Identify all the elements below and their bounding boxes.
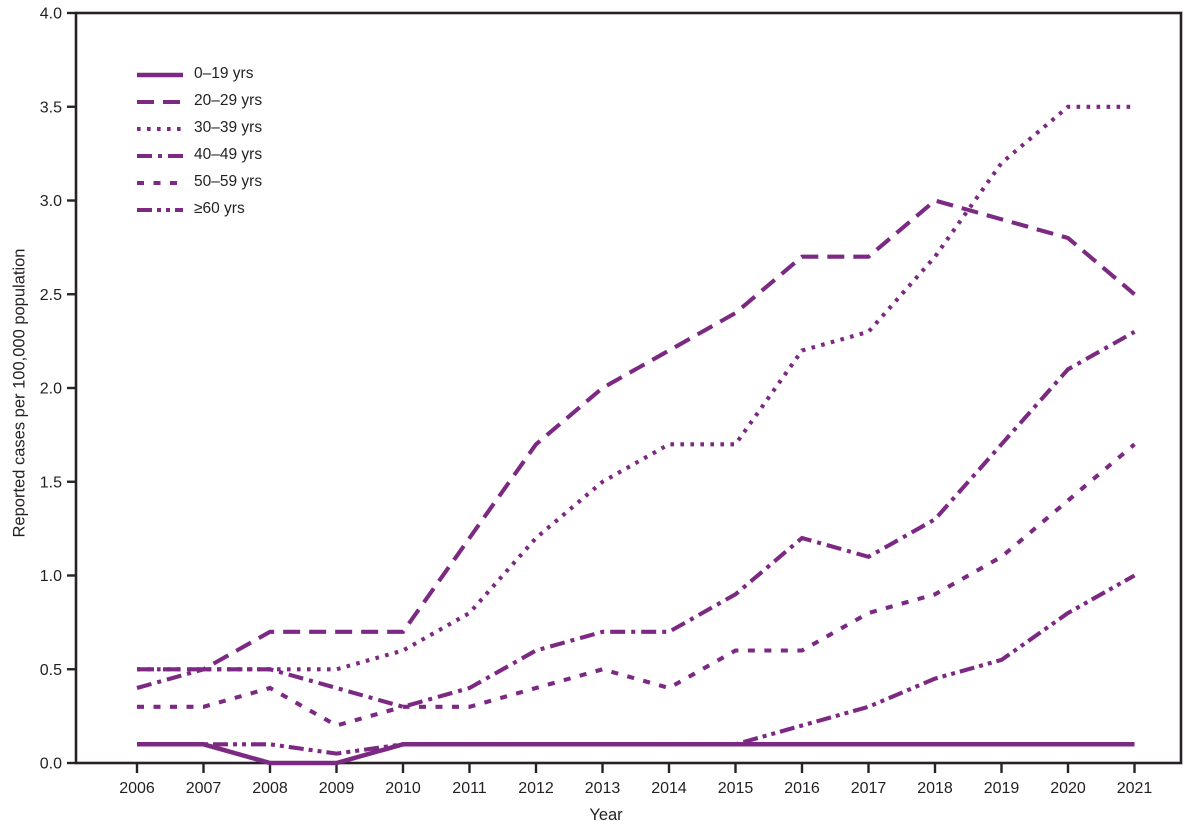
x-axis-ticks: 2006 2007 2008 2009 2010 2011 2012 2013 2014 2015…	[119, 763, 1152, 797]
legend: 0–19 yrs 20–29 yrs 30–39 yrs 40–49 yrs 50–59…	[137, 61, 262, 223]
legend-line-sample	[137, 99, 183, 104]
y-tick-label: 3.0	[40, 193, 62, 210]
x-tick-label: 2008	[252, 780, 288, 797]
x-tick-label: 2015	[718, 780, 754, 797]
legend-item: 30–39 yrs	[137, 115, 262, 142]
legend-label: ≥60 yrs	[194, 200, 245, 218]
legend-item: 40–49 yrs	[137, 142, 262, 169]
series-line-2	[137, 198, 1136, 672]
legend-line-sample	[137, 180, 183, 185]
x-tick-label: 2020	[1050, 780, 1086, 797]
legend-item: ≥60 yrs	[137, 196, 262, 223]
x-tick-label: 2007	[186, 780, 222, 797]
x-tick-label: 2016	[784, 780, 820, 797]
series-line-6	[137, 573, 1136, 756]
x-tick-label: 2013	[585, 780, 621, 797]
legend-line-sample	[137, 153, 183, 158]
x-tick-label: 2012	[518, 780, 554, 797]
y-tick-label: 2.5	[40, 287, 62, 304]
legend-label: 0–19 yrs	[194, 65, 254, 83]
legend-label: 30–39 yrs	[194, 119, 263, 137]
legend-label: 50–59 yrs	[194, 173, 263, 191]
x-tick-label: 2014	[651, 780, 687, 797]
x-tick-label: 2009	[319, 780, 355, 797]
x-tick-label: 2018	[917, 780, 953, 797]
y-tick-label: 4.0	[40, 6, 62, 23]
y-tick-label: 1.5	[40, 474, 62, 491]
legend-line-sample	[137, 126, 183, 131]
series-line-1	[137, 742, 1135, 766]
legend-line-sample	[137, 207, 183, 212]
legend-item: 50–59 yrs	[137, 169, 262, 196]
x-tick-label: 2006	[119, 780, 155, 797]
y-tick-label: 0.0	[40, 756, 62, 773]
x-tick-label: 2017	[851, 780, 887, 797]
legend-label: 20–29 yrs	[194, 92, 263, 110]
x-tick-label: 2021	[1117, 780, 1153, 797]
series-line-5	[137, 442, 1136, 728]
x-tick-label: 2019	[984, 780, 1020, 797]
y-tick-label: 0.5	[40, 662, 62, 679]
y-tick-label: 1.0	[40, 568, 62, 585]
x-tick-label: 2011	[452, 780, 487, 797]
series-line-4	[136, 330, 1136, 709]
legend-label: 40–49 yrs	[194, 146, 263, 164]
y-tick-label: 2.0	[40, 381, 62, 398]
legend-line-sample	[137, 72, 183, 77]
x-axis-title: Year	[589, 806, 623, 824]
y-tick-label: 3.5	[40, 99, 62, 116]
y-axis-ticks: 0.0 0.5 1.0 1.5 2.0 2.5 3.0 3.5 4.0	[40, 6, 76, 773]
x-tick-label: 2010	[385, 780, 421, 797]
legend-item: 20–29 yrs	[137, 88, 262, 115]
legend-item: 0–19 yrs	[137, 61, 262, 88]
y-axis-title: Reported cases per 100,000 population	[10, 248, 29, 538]
series-line-3	[137, 104, 1135, 672]
